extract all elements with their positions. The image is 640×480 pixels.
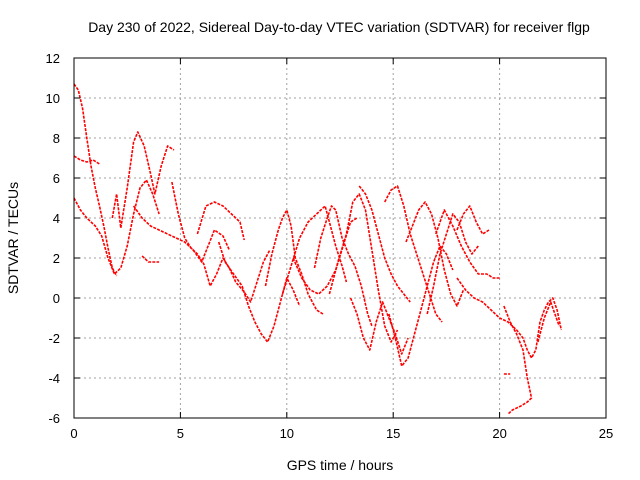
series-trace-sat-u <box>435 209 500 279</box>
data-traces <box>73 83 563 415</box>
chart-title: Day 230 of 2022, Sidereal Day-to-day VTE… <box>88 19 590 35</box>
plot-frame <box>73 57 607 419</box>
series-trace-sat-h <box>196 201 245 241</box>
y-tick-label: -4 <box>48 371 60 386</box>
x-tick-label: 25 <box>599 426 613 441</box>
series-trace-sat-q <box>383 185 443 323</box>
series-trace-sat-l <box>292 217 358 295</box>
x-tick-label: 10 <box>280 426 294 441</box>
y-tick-label: -6 <box>48 411 60 426</box>
series-trace-sat-c <box>73 179 160 275</box>
series-trace-sat-g <box>171 181 271 303</box>
series-trace-sat-s <box>405 201 465 307</box>
series-trace-sat-e <box>141 255 160 263</box>
series-trace-sat-t <box>426 213 479 315</box>
x-axis: 0 5 10 15 20 25 <box>70 58 613 441</box>
y-tick-label: 2 <box>53 251 60 266</box>
series-trace-sat-b <box>73 155 100 165</box>
y-tick-label: 6 <box>53 171 60 186</box>
x-axis-label: GPS time / hours <box>287 457 394 473</box>
series-trace-sat-i <box>217 241 301 343</box>
grid <box>74 58 606 418</box>
series-trace-sat-f <box>132 205 231 263</box>
x-tick-label: 20 <box>492 426 506 441</box>
y-tick-label: 0 <box>53 291 60 306</box>
x-tick-label: 0 <box>70 426 77 441</box>
series-trace-sat-z <box>537 301 560 343</box>
series-trace-sat-m <box>313 205 373 327</box>
series-trace-sat-p <box>358 185 411 303</box>
series-trace-sat-v <box>456 205 490 235</box>
series-trace-sat-j <box>264 209 324 315</box>
series-trace-sat-a <box>73 83 118 277</box>
x-tick-label: 15 <box>386 426 400 441</box>
y-tick-label: 8 <box>53 131 60 146</box>
series-trace-sat-r <box>388 245 454 367</box>
series-trace-sat-k <box>281 205 348 295</box>
y-axis: -6 -4 -2 0 2 4 6 8 10 12 <box>46 51 606 426</box>
series-trace-sat-n <box>328 193 399 343</box>
y-tick-label: 10 <box>46 91 60 106</box>
y-axis-label: SDTVAR / TECUs <box>5 182 21 294</box>
series-trace-sat-w <box>456 277 563 359</box>
series-trace-sat-d <box>111 131 175 229</box>
y-tick-label: -2 <box>48 331 60 346</box>
series-trace-sat-x <box>503 305 533 415</box>
y-tick-label: 4 <box>53 211 60 226</box>
series-trace-sat-o <box>349 297 409 355</box>
x-tick-label: 5 <box>177 426 184 441</box>
y-tick-label: 12 <box>46 51 60 66</box>
